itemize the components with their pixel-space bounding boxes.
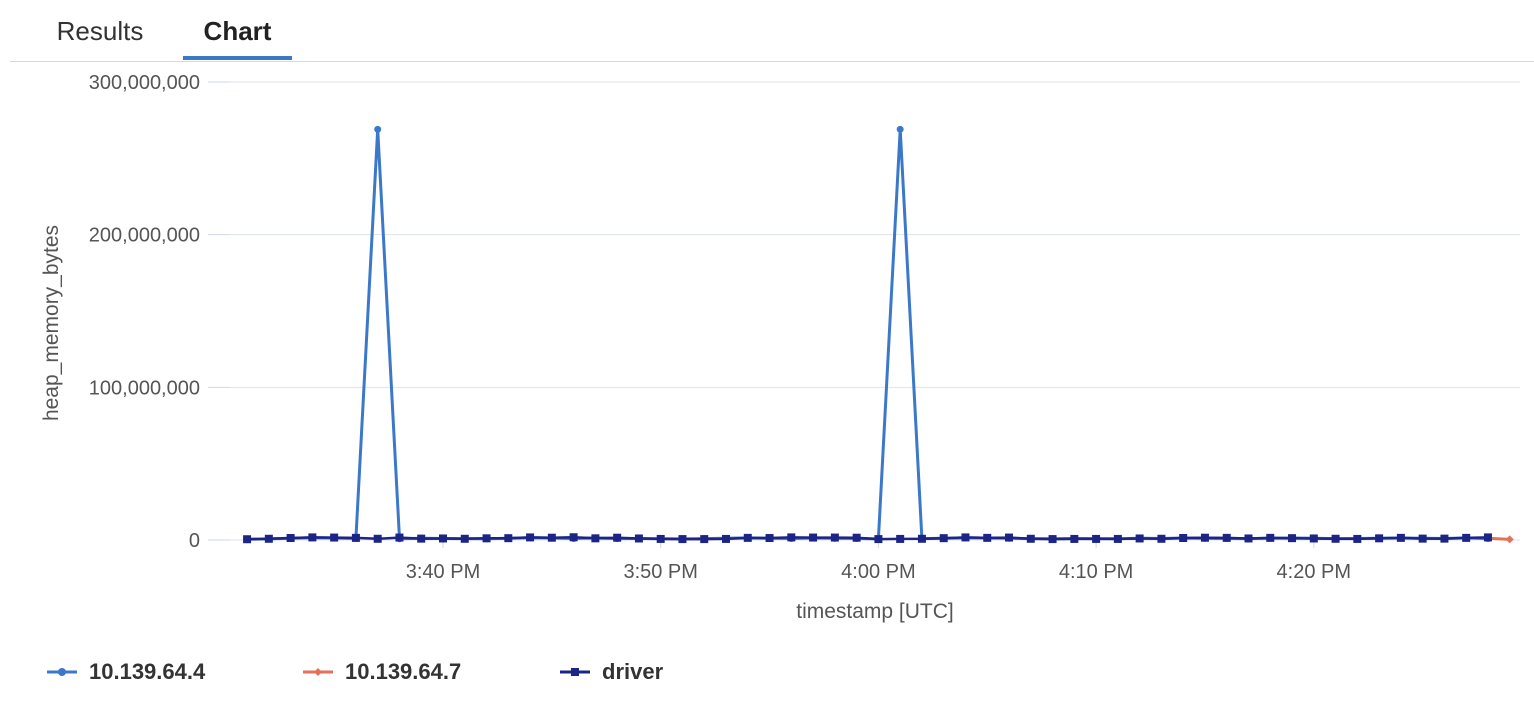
data-point [1266, 533, 1275, 542]
data-point [460, 534, 469, 543]
chart-series [243, 125, 1514, 544]
data-point [722, 534, 731, 543]
data-point [830, 533, 839, 542]
legend-item-driver[interactable]: driver [560, 650, 663, 694]
legend-label: driver [602, 659, 664, 684]
data-point [286, 534, 295, 543]
data-point [1375, 534, 1384, 543]
x-axis-label: timestamp [UTC] [796, 600, 954, 623]
legend-swatch-square-icon [560, 668, 590, 676]
data-point [1244, 534, 1253, 543]
data-point [1309, 534, 1318, 543]
data-point [1288, 534, 1297, 543]
data-point [896, 125, 904, 133]
x-tick-label: 3:50 PM [623, 561, 697, 583]
tab-chart[interactable]: Chart [203, 16, 272, 46]
data-point [634, 534, 643, 543]
data-point [1222, 533, 1231, 542]
data-point [1179, 534, 1188, 543]
legend-item-10-139-64-4[interactable]: 10.139.64.4 [47, 650, 205, 694]
data-point [1200, 533, 1209, 542]
data-point [504, 534, 513, 543]
data-point [439, 534, 447, 543]
legend-label: 10.139.64.7 [345, 659, 462, 684]
data-point [1048, 535, 1057, 544]
tab-bar-divider [10, 61, 1534, 62]
data-point [1005, 533, 1014, 542]
y-tick-label: 100,000,000 [89, 377, 200, 399]
data-point [526, 533, 535, 542]
data-point [678, 535, 687, 544]
series-driver [243, 533, 1492, 544]
data-point [591, 534, 600, 543]
data-point [1483, 533, 1492, 542]
data-point [1135, 534, 1144, 543]
legend-swatch-circle-icon [47, 668, 77, 676]
data-point [1418, 534, 1427, 543]
data-point [417, 534, 426, 543]
data-point [547, 533, 556, 542]
data-point [896, 534, 905, 543]
active-tab-indicator [183, 56, 292, 60]
data-point [809, 533, 818, 542]
data-point [373, 534, 382, 543]
data-point [939, 534, 948, 543]
data-point [961, 533, 970, 542]
data-point [243, 535, 252, 544]
chart-legend: 10.139.64.4 10.139.64.7 driver [0, 650, 1534, 694]
data-point [917, 534, 926, 543]
data-point [1505, 535, 1514, 544]
x-tick-label: 3:40 PM [406, 561, 480, 583]
series-line [247, 127, 1489, 541]
data-point [351, 533, 360, 542]
data-point [874, 535, 883, 544]
series-10-139-64-4 [243, 125, 1492, 543]
data-point [852, 533, 861, 542]
data-point [765, 534, 774, 543]
data-point [1026, 534, 1035, 543]
y-tick-label: 0 [189, 530, 200, 552]
x-tick-label: 4:00 PM [841, 561, 915, 583]
y-axis-ticks: 0 100,000,000 200,000,000 300,000,000 [89, 72, 230, 552]
legend-swatch-diamond-icon [303, 668, 333, 676]
data-point [1353, 534, 1362, 543]
data-point [1440, 534, 1449, 543]
data-point [613, 533, 622, 542]
data-point [787, 533, 796, 542]
x-tick-label: 4:10 PM [1059, 561, 1133, 583]
y-tick-label: 200,000,000 [89, 225, 200, 247]
tab-bar: Results Chart [0, 0, 1534, 62]
data-point [1157, 534, 1166, 543]
data-point [1070, 534, 1079, 543]
data-point [700, 535, 709, 544]
x-axis-ticks: 3:40 PM 3:50 PM 4:00 PM 4:10 PM 4:20 PM [406, 540, 1351, 583]
data-point [983, 533, 992, 542]
data-point [395, 533, 404, 542]
data-point [1396, 533, 1405, 542]
data-point [374, 125, 382, 133]
data-point [569, 533, 578, 542]
y-tick-label: 300,000,000 [89, 72, 200, 94]
data-point [743, 533, 752, 542]
data-point [1092, 534, 1101, 543]
line-chart: 0 100,000,000 200,000,000 300,000,000 3:40 … [40, 72, 1520, 623]
series-line [247, 536, 1489, 541]
data-point [1331, 534, 1340, 543]
y-axis-label: heap_memory_bytes [40, 225, 63, 421]
data-point [308, 533, 317, 542]
legend-item-10-139-64-7[interactable]: 10.139.64.7 [303, 650, 461, 694]
legend-label: 10.139.64.4 [89, 659, 206, 684]
chart-gridlines [230, 81, 1520, 541]
data-point [656, 534, 665, 543]
data-point [1113, 534, 1122, 543]
tab-results[interactable]: Results [56, 16, 144, 46]
x-tick-label: 4:20 PM [1277, 561, 1351, 583]
data-point [482, 534, 491, 543]
data-point [330, 533, 339, 542]
data-point [1462, 533, 1471, 542]
data-point [264, 534, 273, 543]
